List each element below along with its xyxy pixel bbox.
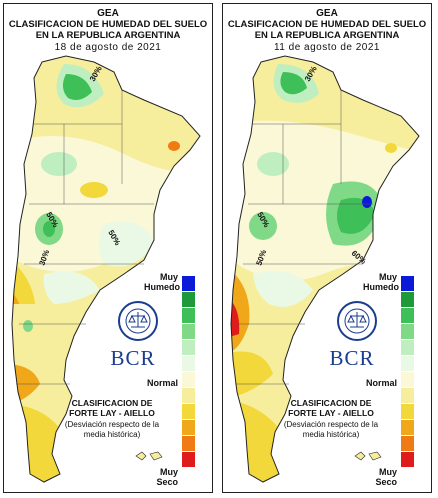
scale-dry-label: Muy Seco bbox=[156, 467, 178, 487]
color-scale bbox=[182, 276, 195, 468]
bcr-logo-text: BCR bbox=[329, 346, 375, 370]
map-date: 11 de agosto de 2021 bbox=[273, 42, 380, 53]
scale-dry-label: Muy Seco bbox=[375, 467, 397, 487]
org-label: GEA bbox=[97, 8, 119, 19]
argentina-soil-moisture-map: 30% 50% 50% 30% bbox=[11, 55, 201, 483]
bcr-seal bbox=[118, 301, 158, 341]
map-title-line2: EN LA REPUBLICA ARGENTINA bbox=[254, 30, 400, 41]
legend-note: (Desviación respecto de la media históri… bbox=[64, 420, 160, 439]
scale-normal-label: Normal bbox=[146, 378, 178, 388]
color-scale bbox=[401, 276, 414, 468]
malvinas-islands bbox=[135, 451, 163, 461]
scale-wet-label: Muy Humedo bbox=[144, 272, 180, 292]
legend-note: (Desviación respecto de la media históri… bbox=[283, 420, 379, 439]
bcr-seal bbox=[337, 301, 377, 341]
map-title-line1: CLASIFICACION DE HUMEDAD DEL SUELO bbox=[227, 19, 427, 30]
argentina-soil-moisture-map: 30% 50% 60% 50% bbox=[230, 55, 420, 483]
bcr-logo-text: BCR bbox=[110, 346, 156, 370]
map-title-line1: CLASIFICACION DE HUMEDAD DEL SUELO bbox=[8, 19, 208, 30]
map-title-line2: EN LA REPUBLICA ARGENTINA bbox=[35, 30, 181, 41]
map-panel-aug-18: GEA CLASIFICACION DE HUMEDAD DEL SUELO E… bbox=[3, 3, 213, 493]
malvinas-islands bbox=[354, 451, 382, 461]
map-date: 18 de agosto de 2021 bbox=[54, 42, 162, 53]
legend-title: CLASIFICACION DE FORTE LAY - AIELLO bbox=[288, 398, 374, 418]
scale-wet-label: Muy Humedo bbox=[363, 272, 399, 292]
scale-normal-label: Normal bbox=[365, 378, 397, 388]
map-panel-aug-11: GEA CLASIFICACION DE HUMEDAD DEL SUELO E… bbox=[222, 3, 432, 493]
org-label: GEA bbox=[316, 8, 338, 19]
legend-title: CLASIFICACION DE FORTE LAY - AIELLO bbox=[69, 398, 155, 418]
